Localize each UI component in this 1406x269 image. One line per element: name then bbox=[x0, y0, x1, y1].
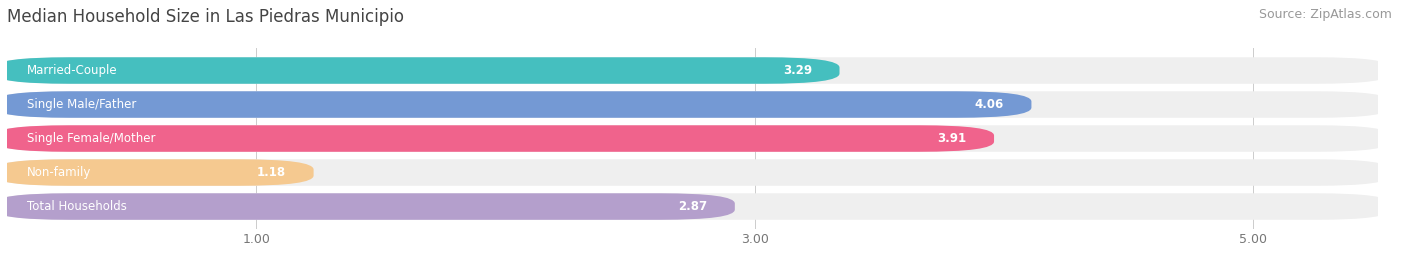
FancyBboxPatch shape bbox=[0, 91, 1391, 118]
Text: 1.18: 1.18 bbox=[257, 166, 287, 179]
Text: Total Households: Total Households bbox=[27, 200, 127, 213]
Text: Single Female/Mother: Single Female/Mother bbox=[27, 132, 156, 145]
Text: Married-Couple: Married-Couple bbox=[27, 64, 118, 77]
FancyBboxPatch shape bbox=[0, 159, 1391, 186]
Text: Non-family: Non-family bbox=[27, 166, 91, 179]
Text: Single Male/Father: Single Male/Father bbox=[27, 98, 136, 111]
FancyBboxPatch shape bbox=[0, 57, 1391, 84]
Text: 2.87: 2.87 bbox=[678, 200, 707, 213]
FancyBboxPatch shape bbox=[0, 159, 314, 186]
FancyBboxPatch shape bbox=[0, 125, 1391, 152]
FancyBboxPatch shape bbox=[0, 125, 994, 152]
FancyBboxPatch shape bbox=[0, 91, 1032, 118]
FancyBboxPatch shape bbox=[0, 57, 839, 84]
Text: Median Household Size in Las Piedras Municipio: Median Household Size in Las Piedras Mun… bbox=[7, 8, 404, 26]
Text: 4.06: 4.06 bbox=[974, 98, 1004, 111]
Text: Source: ZipAtlas.com: Source: ZipAtlas.com bbox=[1258, 8, 1392, 21]
FancyBboxPatch shape bbox=[0, 193, 1391, 220]
Text: 3.29: 3.29 bbox=[783, 64, 813, 77]
FancyBboxPatch shape bbox=[0, 193, 735, 220]
Text: 3.91: 3.91 bbox=[938, 132, 967, 145]
